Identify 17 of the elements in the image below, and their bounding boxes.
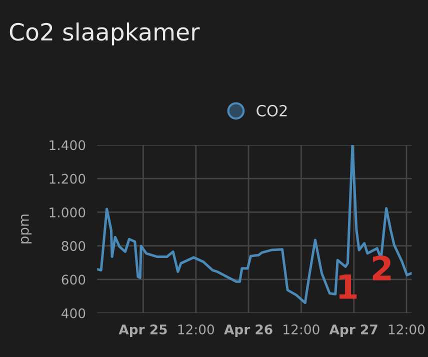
x-tick-label: Apr 26: [224, 324, 272, 337]
x-tick-label: 12:00: [178, 324, 214, 334]
y-tick-label: 1.400: [50, 140, 86, 150]
y-tick-label: 1.200: [50, 174, 86, 184]
annotation: 1: [339, 274, 357, 299]
y-axis-title: ppm: [20, 214, 32, 244]
legend-label: CO2: [256, 104, 287, 116]
y-tick-label: 1.000: [50, 207, 86, 218]
x-tick-label: 12:00: [284, 324, 320, 334]
annotation: 2: [372, 256, 391, 280]
y-tick-label: 400: [62, 308, 86, 318]
y-tick-label: 800: [62, 241, 86, 252]
y-tick-label: 600: [62, 274, 86, 285]
x-tick-label: 12:00: [388, 324, 425, 334]
chart-title: Co2 slaapkamer: [10, 22, 200, 46]
x-tick-label: Apr 27: [329, 324, 378, 337]
x-tick-label: Apr 25: [118, 324, 167, 337]
